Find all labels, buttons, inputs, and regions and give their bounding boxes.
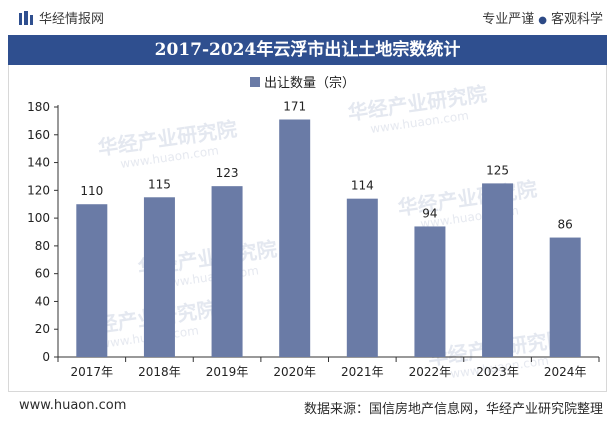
bar-2020年 xyxy=(279,119,311,357)
x-tick-label: 2018年 xyxy=(138,365,181,379)
data-label: 110 xyxy=(80,184,103,198)
bar-2017年 xyxy=(76,204,108,357)
footer-website[interactable]: www.huaon.com xyxy=(19,398,127,413)
y-tick-label: 60 xyxy=(35,267,50,281)
title-bar: 2017-2024年云浮市出让土地宗数统计 xyxy=(8,35,607,65)
y-tick-label: 0 xyxy=(42,350,50,364)
bars: 110 115 123 171 114 94 125 86 xyxy=(76,100,581,357)
data-label: 94 xyxy=(422,206,437,220)
bar-chart: 华经产业研究院www.huaon.com华经产业研究院www.huaon.com… xyxy=(27,75,600,381)
y-tick-label: 100 xyxy=(27,211,50,225)
x-tick-label: 2024年 xyxy=(544,365,587,379)
data-label: 114 xyxy=(351,179,374,193)
slogan-right: 客观科学 xyxy=(550,12,603,27)
y-tick-label: 120 xyxy=(27,183,50,197)
x-tick-label: 2020年 xyxy=(273,365,316,379)
legend-swatch xyxy=(250,77,260,87)
slogan: 专业严谨 ● 客观科学 xyxy=(482,8,603,27)
x-tick-label: 2021年 xyxy=(341,365,384,379)
chart-frame: 华经产业研究院 www.huaon.com 华经产业研究院 www.huaon.com… xyxy=(8,65,607,392)
slogan-left: 专业严谨 xyxy=(482,12,535,27)
logo-icon xyxy=(19,11,33,25)
x-tick-label: 2019年 xyxy=(206,365,249,379)
bar-2019年 xyxy=(211,186,243,357)
data-label: 125 xyxy=(486,163,509,177)
legend: 出让数量（宗） xyxy=(250,75,355,91)
y-tick-label: 40 xyxy=(35,294,50,308)
data-label: 115 xyxy=(148,177,171,191)
data-label: 123 xyxy=(216,166,239,180)
top-bar: 华经情报网 专业严谨 ● 客观科学 xyxy=(0,0,615,34)
bar-2018年 xyxy=(143,197,175,357)
brand-name: 华经情报网 xyxy=(39,12,105,27)
y-tick-label: 20 xyxy=(35,322,50,336)
bar-2022年 xyxy=(414,226,446,357)
bar-2023年 xyxy=(482,183,514,357)
legend-label: 出让数量（宗） xyxy=(264,75,355,91)
y-tick-label: 140 xyxy=(27,156,50,170)
y-tick-label: 160 xyxy=(27,128,50,142)
y-tick-label: 180 xyxy=(27,100,50,114)
bar-2024年 xyxy=(549,237,581,357)
data-label: 171 xyxy=(283,100,306,114)
x-tick-label: 2023年 xyxy=(476,365,519,379)
x-tick-label: 2022年 xyxy=(409,365,452,379)
y-tick-label: 80 xyxy=(35,239,50,253)
chart-title: 2017-2024年云浮市出让土地宗数统计 xyxy=(154,40,461,60)
bar-2021年 xyxy=(346,198,378,357)
footer-source: 数据来源：国信房地产信息网，华经产业研究院整理 xyxy=(303,402,603,417)
slogan-dot-icon: ● xyxy=(538,15,547,26)
data-label: 86 xyxy=(558,218,573,232)
x-tick-label: 2017年 xyxy=(71,365,114,379)
